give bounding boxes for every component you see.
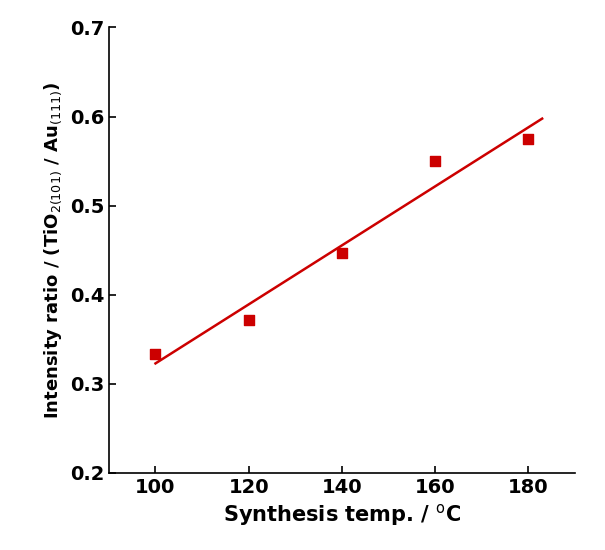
- X-axis label: Synthesis temp. / $^{\mathrm{o}}$C: Synthesis temp. / $^{\mathrm{o}}$C: [223, 502, 461, 529]
- Point: [523, 134, 533, 143]
- Point: [337, 249, 347, 257]
- Y-axis label: Intensity ratio / (TiO$_{2(101)}$ / Au$_{(111)}$): Intensity ratio / (TiO$_{2(101)}$ / Au$_…: [42, 81, 64, 419]
- Point: [430, 157, 440, 166]
- Point: [151, 350, 160, 359]
- Point: [244, 315, 253, 324]
